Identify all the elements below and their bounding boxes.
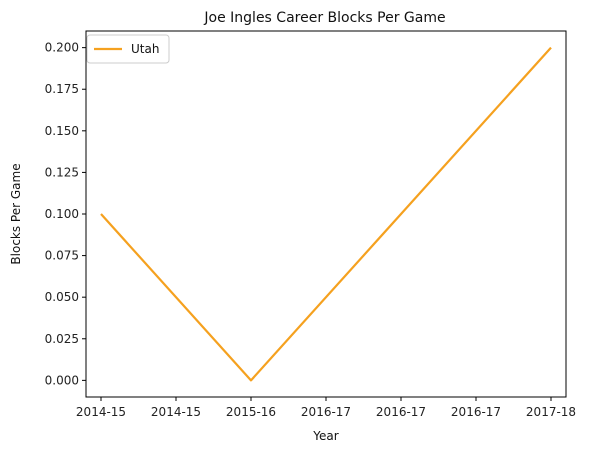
x-tick-label: 2014-15: [151, 405, 201, 419]
x-tick-label: 2016-17: [301, 405, 351, 419]
legend: Utah: [86, 34, 170, 64]
x-tick-label: 2014-15: [76, 405, 126, 419]
x-tick-label: 2015-16: [226, 405, 276, 419]
y-tick-label: 0.200: [45, 41, 79, 55]
y-tick-label: 0.125: [45, 165, 79, 179]
chart-title: Joe Ingles Career Blocks Per Game: [203, 10, 445, 26]
plot-area: [85, 30, 567, 398]
series-layer: [100, 46, 552, 382]
x-tick-label: 2016-17: [451, 405, 501, 419]
y-tick-label: 0.050: [45, 290, 79, 304]
x-axis: 2014-15 2014-15 2015-16 2016-17 2016-17 2016-…: [76, 397, 576, 419]
y-tick-label: 0.075: [45, 249, 79, 263]
y-axis: 0.000 0.025 0.050 0.075 0.100 0.125 0.150 0.175…: [45, 41, 86, 387]
y-tick-label: 0.100: [45, 207, 79, 221]
y-axis-title: Blocks Per Game: [9, 163, 23, 264]
y-tick-label: 0.025: [45, 332, 79, 346]
series-line-utah: [100, 46, 552, 382]
y-tick-label: 0.000: [45, 373, 79, 387]
legend-box: [86, 34, 170, 64]
y-tick-label: 0.150: [45, 124, 79, 138]
x-axis-title: Year: [312, 429, 338, 443]
x-tick-label: 2016-17: [376, 405, 426, 419]
x-tick-label: 2017-18: [526, 405, 576, 419]
y-tick-label: 0.175: [45, 82, 79, 96]
legend-label-utah: Utah: [131, 42, 159, 56]
